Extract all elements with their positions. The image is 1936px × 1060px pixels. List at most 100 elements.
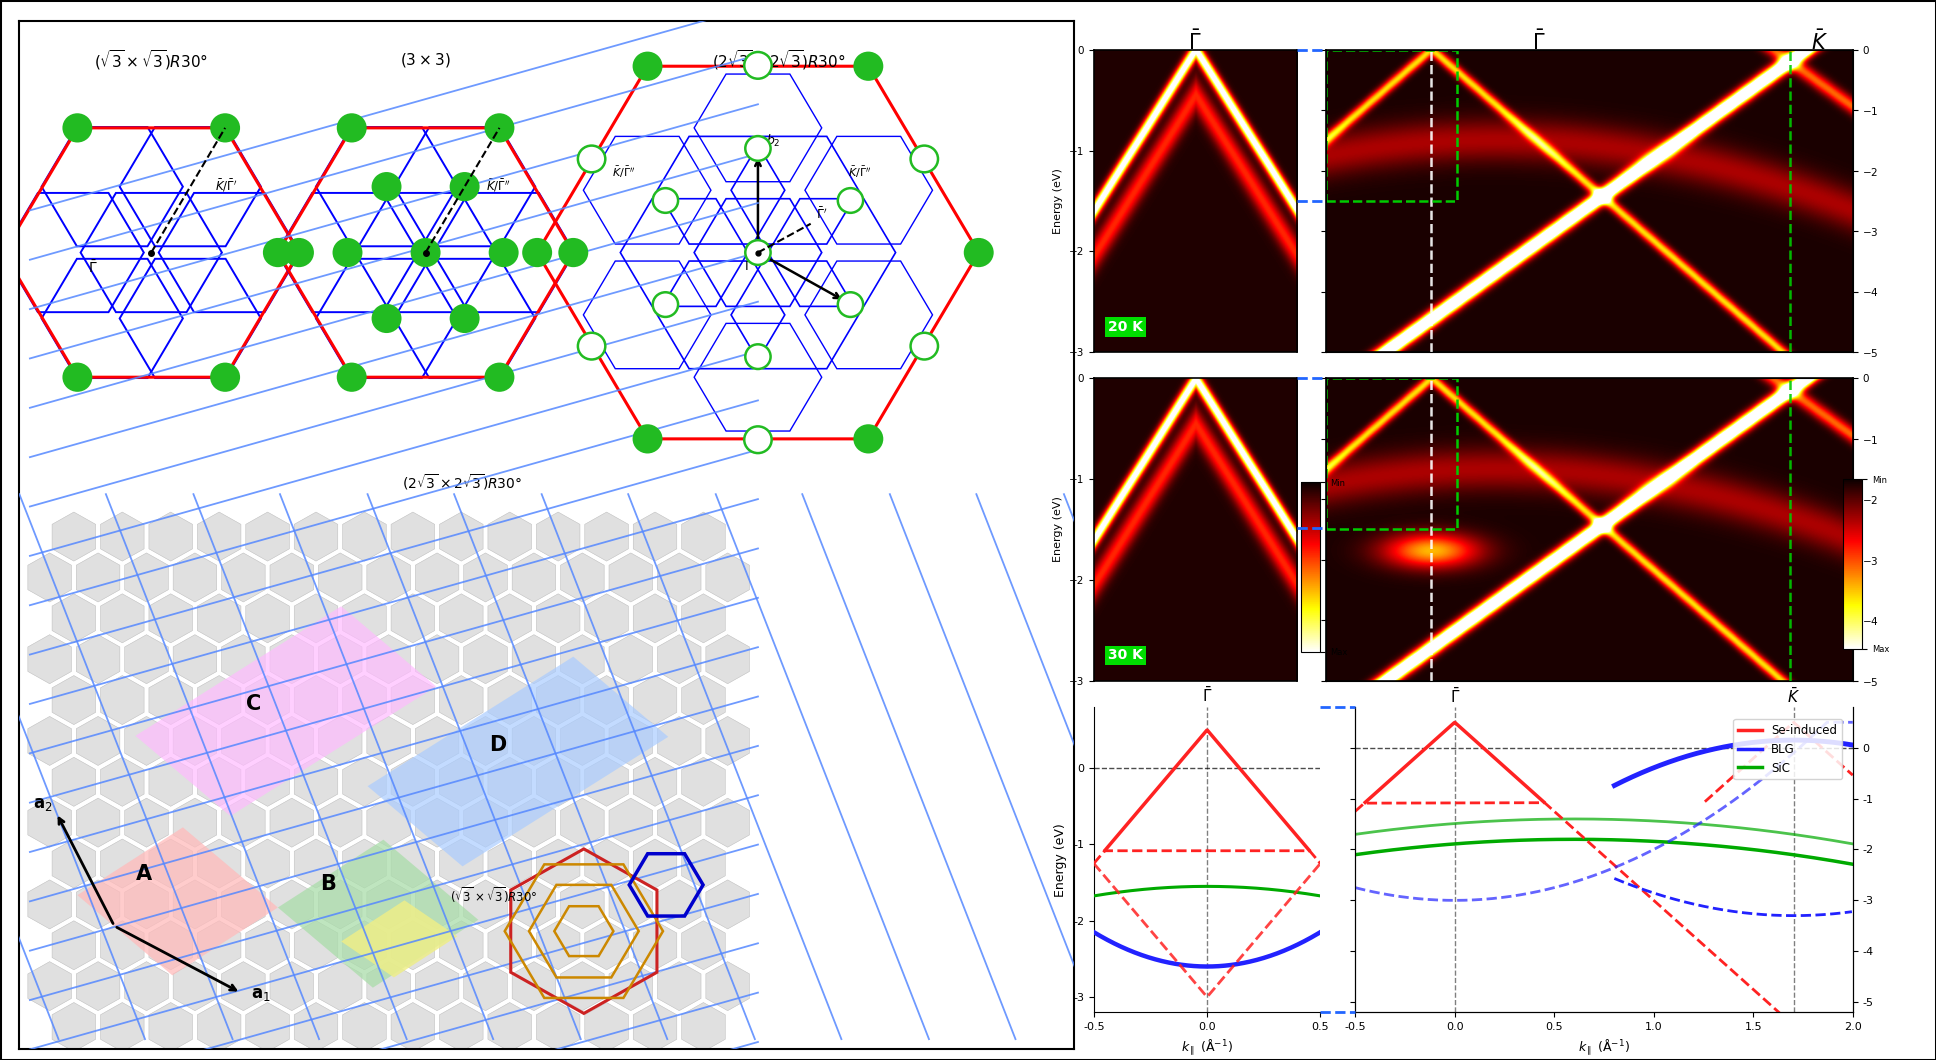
Text: $(2\sqrt{3}\times2\sqrt{3})R30°$: $(2\sqrt{3}\times2\sqrt{3})R30°$ bbox=[712, 49, 846, 72]
Polygon shape bbox=[561, 798, 604, 847]
Text: $\bar{\Gamma}$: $\bar{\Gamma}$ bbox=[1202, 687, 1212, 706]
Text: $b_1$: $b_1$ bbox=[850, 294, 865, 311]
Circle shape bbox=[745, 136, 771, 161]
Polygon shape bbox=[391, 512, 436, 561]
Polygon shape bbox=[439, 675, 484, 725]
Circle shape bbox=[486, 364, 513, 390]
Polygon shape bbox=[585, 840, 629, 888]
Polygon shape bbox=[416, 717, 459, 765]
Polygon shape bbox=[149, 1003, 192, 1052]
Circle shape bbox=[333, 240, 362, 266]
Polygon shape bbox=[465, 717, 507, 765]
Polygon shape bbox=[681, 840, 726, 888]
Polygon shape bbox=[585, 512, 629, 561]
Polygon shape bbox=[416, 635, 459, 684]
Polygon shape bbox=[561, 553, 604, 602]
Polygon shape bbox=[269, 798, 314, 847]
Polygon shape bbox=[391, 594, 436, 642]
Circle shape bbox=[523, 240, 552, 266]
Circle shape bbox=[451, 305, 478, 332]
Polygon shape bbox=[561, 880, 604, 929]
Polygon shape bbox=[124, 798, 168, 847]
Text: $\bar{K}$: $\bar{K}$ bbox=[1812, 30, 1828, 54]
Polygon shape bbox=[124, 717, 168, 765]
Polygon shape bbox=[294, 921, 337, 970]
Polygon shape bbox=[52, 512, 95, 561]
Polygon shape bbox=[633, 1003, 678, 1052]
Polygon shape bbox=[27, 635, 72, 684]
Polygon shape bbox=[488, 921, 532, 970]
Polygon shape bbox=[197, 921, 240, 970]
Polygon shape bbox=[488, 1003, 532, 1052]
Polygon shape bbox=[416, 798, 459, 847]
Polygon shape bbox=[124, 961, 168, 1010]
Polygon shape bbox=[294, 512, 337, 561]
Polygon shape bbox=[172, 961, 217, 1010]
Polygon shape bbox=[76, 798, 120, 847]
Polygon shape bbox=[366, 553, 410, 602]
Text: $\bar{\Gamma}$: $\bar{\Gamma}$ bbox=[1189, 30, 1200, 54]
Text: $\bar{K}/\bar{\Gamma}''$: $\bar{K}/\bar{\Gamma}''$ bbox=[612, 165, 635, 180]
Circle shape bbox=[339, 114, 366, 141]
Text: D: D bbox=[490, 736, 505, 755]
Polygon shape bbox=[197, 840, 240, 888]
Polygon shape bbox=[610, 880, 652, 929]
Polygon shape bbox=[366, 798, 410, 847]
Polygon shape bbox=[318, 880, 362, 929]
Y-axis label: Energy (eV): Energy (eV) bbox=[1053, 496, 1063, 563]
Polygon shape bbox=[269, 635, 314, 684]
Polygon shape bbox=[269, 553, 314, 602]
Text: $\bar{\Gamma}'$: $\bar{\Gamma}'$ bbox=[815, 206, 827, 222]
Polygon shape bbox=[416, 880, 459, 929]
Polygon shape bbox=[658, 798, 701, 847]
Polygon shape bbox=[439, 840, 484, 888]
Polygon shape bbox=[269, 961, 314, 1010]
Y-axis label: Energy (eV): Energy (eV) bbox=[1055, 823, 1067, 897]
Text: $\bar{\Gamma}$: $\bar{\Gamma}$ bbox=[1450, 687, 1460, 706]
Polygon shape bbox=[27, 798, 72, 847]
Polygon shape bbox=[513, 961, 556, 1010]
Polygon shape bbox=[149, 594, 192, 642]
Polygon shape bbox=[101, 757, 143, 807]
Polygon shape bbox=[294, 594, 337, 642]
Polygon shape bbox=[52, 1003, 95, 1052]
Polygon shape bbox=[343, 594, 385, 642]
Polygon shape bbox=[633, 512, 678, 561]
Polygon shape bbox=[343, 1003, 385, 1052]
Polygon shape bbox=[101, 1003, 143, 1052]
Polygon shape bbox=[52, 840, 95, 888]
Polygon shape bbox=[513, 880, 556, 929]
Polygon shape bbox=[221, 553, 265, 602]
Polygon shape bbox=[610, 717, 652, 765]
Polygon shape bbox=[439, 757, 484, 807]
Circle shape bbox=[577, 145, 606, 173]
Polygon shape bbox=[52, 921, 95, 970]
Polygon shape bbox=[610, 635, 652, 684]
Circle shape bbox=[374, 305, 401, 332]
Circle shape bbox=[412, 240, 439, 266]
Polygon shape bbox=[246, 921, 288, 970]
Polygon shape bbox=[27, 717, 72, 765]
Polygon shape bbox=[633, 921, 678, 970]
Polygon shape bbox=[465, 880, 507, 929]
Text: C: C bbox=[246, 694, 261, 714]
Polygon shape bbox=[707, 553, 749, 602]
Polygon shape bbox=[681, 675, 726, 725]
Polygon shape bbox=[536, 921, 581, 970]
Polygon shape bbox=[707, 717, 749, 765]
Circle shape bbox=[64, 114, 91, 141]
Polygon shape bbox=[149, 675, 192, 725]
Polygon shape bbox=[172, 635, 217, 684]
Polygon shape bbox=[76, 635, 120, 684]
Polygon shape bbox=[318, 717, 362, 765]
Polygon shape bbox=[101, 594, 143, 642]
Polygon shape bbox=[561, 961, 604, 1010]
Circle shape bbox=[211, 364, 238, 390]
Polygon shape bbox=[318, 635, 362, 684]
Polygon shape bbox=[536, 594, 581, 642]
Polygon shape bbox=[416, 961, 459, 1010]
Circle shape bbox=[743, 52, 772, 78]
Polygon shape bbox=[633, 594, 678, 642]
Polygon shape bbox=[246, 675, 288, 725]
Polygon shape bbox=[221, 798, 265, 847]
